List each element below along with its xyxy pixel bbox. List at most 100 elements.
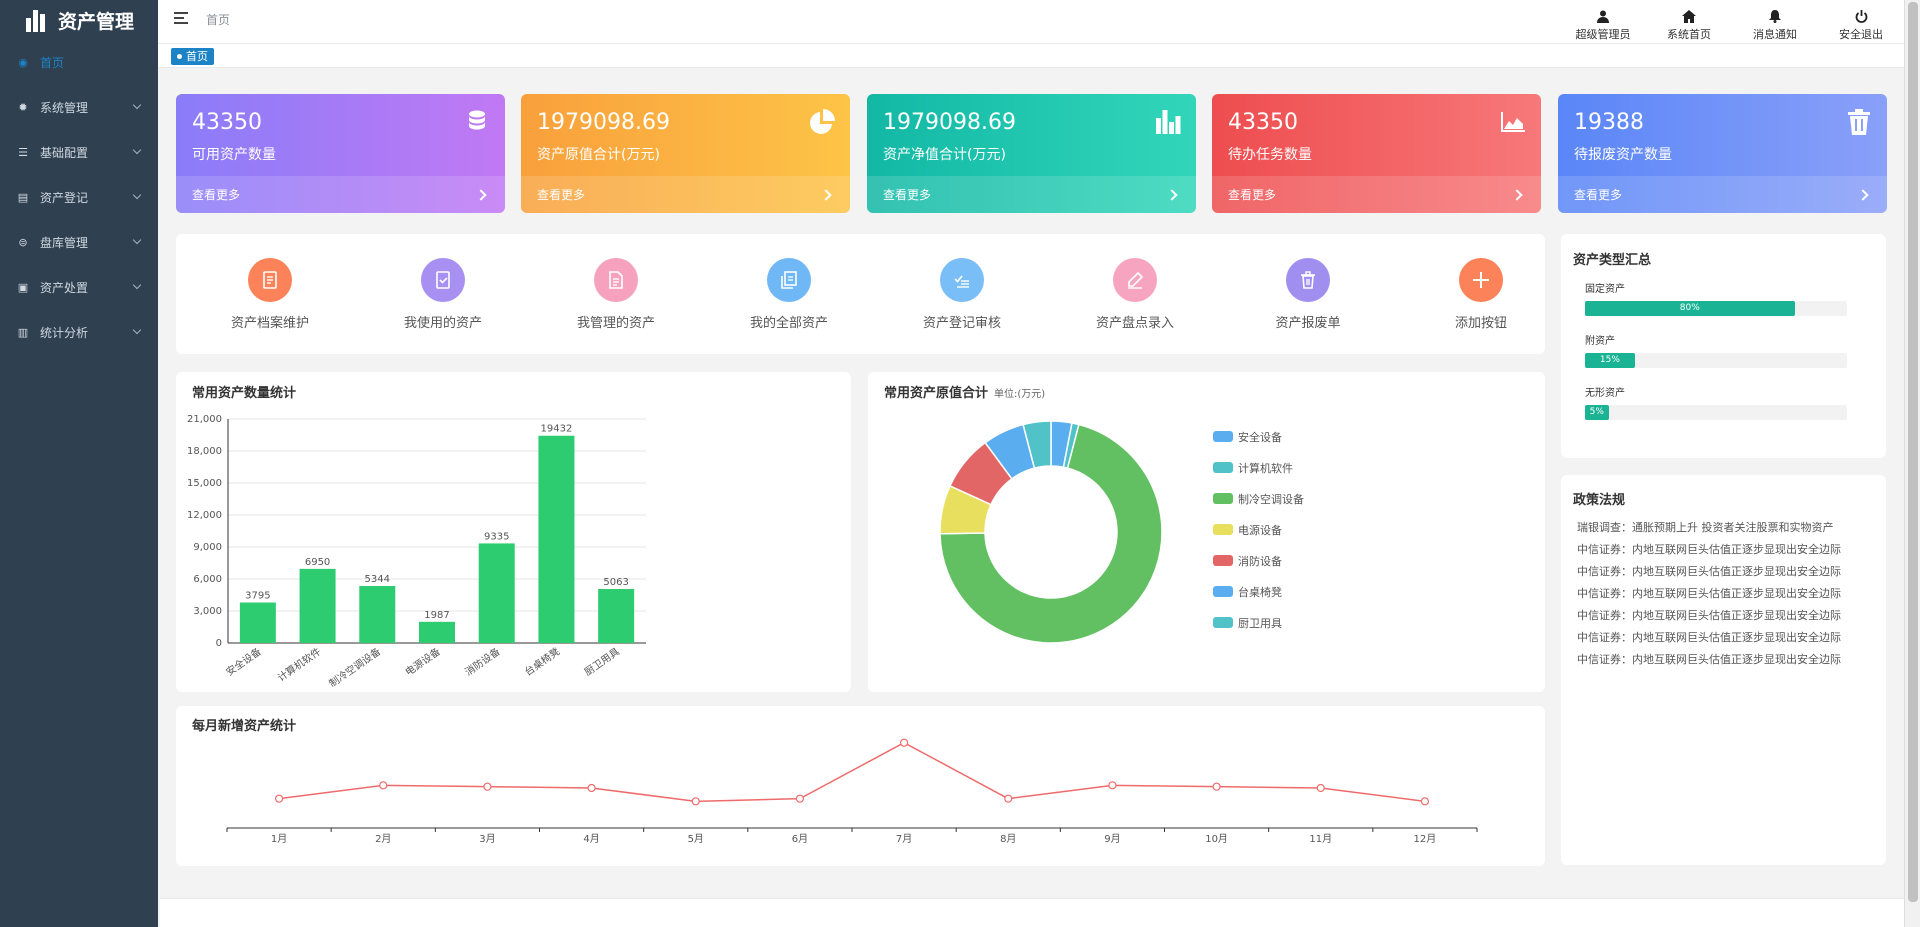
legend-swatch bbox=[1213, 493, 1233, 504]
quick-label: 资产档案维护 bbox=[230, 316, 309, 331]
view-more-link[interactable]: 查看更多 bbox=[1558, 176, 1887, 213]
user-label: 超级管理员 bbox=[1575, 28, 1631, 41]
quick-register-audit[interactable]: 资产登记审核 bbox=[892, 258, 1032, 331]
bell-icon bbox=[1732, 8, 1818, 24]
tab-home[interactable]: 首页 bbox=[171, 48, 214, 65]
data-point bbox=[1420, 797, 1430, 806]
progress-attached-assets: 附资产 15% bbox=[1585, 332, 1847, 368]
policy-item[interactable]: 中信证券：内地互联网巨头估值正逐步显现出安全边际 bbox=[1577, 565, 1841, 578]
legend-label: 台桌椅凳 bbox=[1238, 585, 1282, 599]
asset-type-panel: 资产类型汇总 固定资产 80% 附资产 15% 无形资产 5% bbox=[1561, 234, 1886, 458]
sidebar-item-config[interactable]: ☰ 基础配置 bbox=[0, 130, 158, 175]
chevron-right-icon bbox=[1857, 188, 1869, 201]
stat-value: 19388 bbox=[1574, 110, 1644, 135]
policy-panel: 政策法规 瑞银调查：通胀预期上升 投资者关注股票和实物资产 中信证券：内地互联网… bbox=[1561, 475, 1886, 865]
data-point bbox=[274, 794, 284, 803]
sidebar-item-disposal[interactable]: ▣ 资产处置 bbox=[0, 265, 158, 310]
notification-button[interactable]: 消息通知 bbox=[1732, 8, 1818, 42]
y-tick-label: 12,000 bbox=[187, 510, 222, 521]
dashboard-icon: ◉ bbox=[18, 56, 28, 69]
app-title: 资产管理 bbox=[58, 10, 135, 33]
view-more-label: 查看更多 bbox=[1574, 188, 1623, 202]
quick-label: 我管理的资产 bbox=[576, 316, 655, 331]
stat-value: 1979098.69 bbox=[883, 110, 1016, 135]
y-tick-label: 3,000 bbox=[193, 606, 222, 617]
chevron-down-icon bbox=[132, 100, 142, 110]
stat-card-pending-tasks: 43350 待办任务数量 查看更多 bbox=[1212, 94, 1541, 213]
policy-item[interactable]: 瑞银调查：通胀预期上升 投资者关注股票和实物资产 bbox=[1577, 521, 1834, 534]
user-button[interactable]: 超级管理员 bbox=[1560, 8, 1646, 42]
breadcrumb[interactable]: 首页 bbox=[206, 13, 231, 27]
quick-label: 添加按钮 bbox=[1454, 316, 1507, 331]
bar-value-label: 3795 bbox=[245, 591, 270, 602]
copy-icon bbox=[767, 258, 811, 302]
view-more-link[interactable]: 查看更多 bbox=[1212, 176, 1541, 213]
data-point bbox=[379, 781, 388, 790]
y-tick-label: 6,000 bbox=[193, 574, 222, 585]
quick-all-my-assets[interactable]: 我的全部资产 bbox=[719, 258, 859, 331]
policy-item[interactable]: 中信证券：内地互联网巨头估值正逐步显现出安全边际 bbox=[1577, 631, 1841, 644]
sidebar-item-register[interactable]: ▤ 资产登记 bbox=[0, 175, 158, 220]
quick-inventory-entry[interactable]: 资产盘点录入 bbox=[1065, 258, 1205, 331]
legend-swatch bbox=[1213, 431, 1233, 442]
home-label: 系统首页 bbox=[1667, 28, 1711, 41]
x-tick-label: 12月 bbox=[1414, 833, 1437, 845]
tab-label: 首页 bbox=[186, 50, 208, 63]
sidebar-item-label: 系统管理 bbox=[40, 101, 89, 115]
logout-button[interactable]: 安全退出 bbox=[1818, 8, 1904, 42]
view-more-link[interactable]: 查看更多 bbox=[176, 176, 505, 213]
user-icon bbox=[1560, 8, 1646, 24]
policy-item[interactable]: 中信证券：内地互联网巨头估值正逐步显现出安全边际 bbox=[1577, 543, 1841, 556]
policy-item[interactable]: 中信证券：内地互联网巨头估值正逐步显现出安全边际 bbox=[1577, 587, 1841, 600]
stat-label: 待办任务数量 bbox=[1228, 147, 1312, 163]
menu-toggle-icon[interactable] bbox=[174, 12, 188, 24]
stat-card-net-value: 1979098.69 资产净值合计(万元) 查看更多 bbox=[867, 94, 1196, 213]
stat-label: 资产原值合计(万元) bbox=[537, 147, 660, 163]
bar bbox=[239, 602, 276, 643]
data-point bbox=[899, 738, 909, 747]
quick-add-button[interactable]: 添加按钮 bbox=[1411, 258, 1551, 331]
stat-value: 43350 bbox=[1228, 110, 1298, 135]
y-tick-label: 21,000 bbox=[187, 414, 222, 425]
bar-chart-icon: ▥ bbox=[17, 326, 29, 339]
quick-asset-archive[interactable]: 资产档案维护 bbox=[200, 258, 340, 331]
x-tick-label: 电源设备 bbox=[402, 645, 442, 679]
quick-my-managed-assets[interactable]: 我管理的资产 bbox=[546, 258, 686, 331]
sidebar-item-home[interactable]: ◉ 首页 bbox=[0, 40, 158, 85]
file-icon bbox=[248, 258, 292, 302]
progress-track: 80% bbox=[1585, 301, 1847, 316]
sidebar-item-stats[interactable]: ▥ 统计分析 bbox=[0, 310, 158, 355]
bar-chart-icon bbox=[1156, 110, 1181, 134]
policy-item[interactable]: 中信证券：内地互联网巨头估值正逐步显现出安全边际 bbox=[1577, 653, 1841, 666]
bar bbox=[538, 435, 575, 643]
x-tick-label: 7月 bbox=[896, 833, 912, 845]
audit-icon bbox=[940, 258, 984, 302]
legend-swatch bbox=[1213, 524, 1233, 535]
panel-title: 每月新增资产统计 bbox=[192, 719, 297, 734]
chevron-right-icon bbox=[1511, 188, 1523, 201]
bar-value-label: 9335 bbox=[484, 531, 509, 542]
sidebar-item-inventory[interactable]: ⊜ 盘库管理 bbox=[0, 220, 158, 265]
page-scrollbar[interactable] bbox=[1904, 0, 1920, 927]
stat-value: 1979098.69 bbox=[537, 110, 670, 135]
sidebar-item-system[interactable]: ✹ 系统管理 bbox=[0, 85, 158, 130]
view-more-link[interactable]: 查看更多 bbox=[521, 176, 850, 213]
home-button[interactable]: 系统首页 bbox=[1646, 8, 1732, 42]
view-more-link[interactable]: 查看更多 bbox=[867, 176, 1196, 213]
pie-chart-icon bbox=[810, 109, 835, 134]
sidebar-nav: ◉ 首页 ✹ 系统管理 ☰ 基础配置 ▤ 资产登记 ⊜ 盘库管理 ▣ 资产处置 bbox=[0, 40, 158, 355]
bar-chart: 0 3,000 6,000 9,000 12,000 15,000 18,000 21,000… bbox=[187, 414, 646, 690]
policy-item[interactable]: 中信证券：内地互联网巨头估值正逐步显现出安全边际 bbox=[1577, 609, 1841, 622]
legend-swatch bbox=[1213, 617, 1233, 628]
scrollbar-thumb[interactable] bbox=[1908, 2, 1918, 902]
x-tick-label: 2月 bbox=[375, 833, 391, 845]
legend-swatch bbox=[1213, 462, 1233, 473]
chevron-down-icon bbox=[132, 280, 142, 290]
quick-scrap-order[interactable]: 资产报废单 bbox=[1238, 258, 1378, 331]
app-logo[interactable]: 资产管理 bbox=[0, 0, 158, 40]
sidebar-item-label: 基础配置 bbox=[40, 146, 89, 160]
quick-my-used-assets[interactable]: 我使用的资产 bbox=[373, 258, 513, 331]
donut-slice bbox=[1022, 420, 1052, 470]
legend-label: 消防设备 bbox=[1238, 554, 1282, 568]
sidebar-item-label: 盘库管理 bbox=[40, 236, 89, 250]
